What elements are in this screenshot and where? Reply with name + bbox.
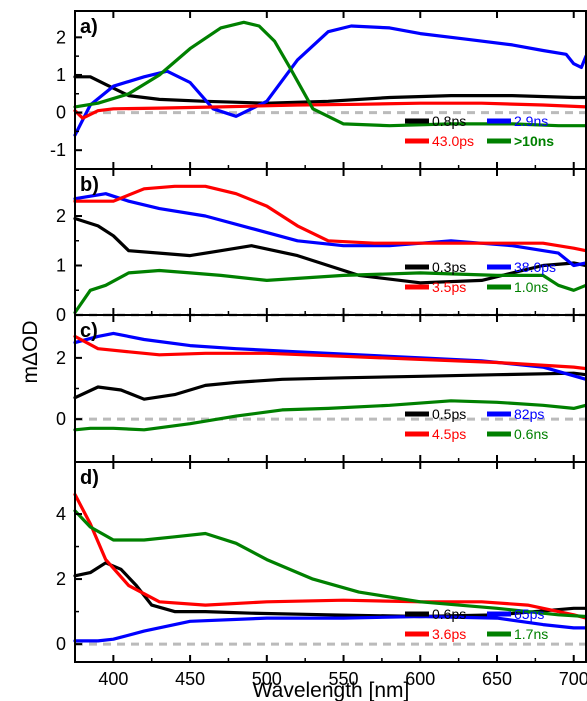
legend-label: 0.8ps (432, 113, 466, 129)
y-axis-label: mΔOD (19, 320, 42, 383)
panel-frame (74, 461, 587, 663)
y-tick-label: 1 (56, 256, 66, 276)
series-line-1.0ns (73, 268, 587, 315)
legend-label: 65ps (514, 606, 544, 622)
legend-label: 3.6ps (432, 626, 466, 642)
legend-label: 38.0ps (514, 259, 556, 275)
x-tick-label: 450 (175, 669, 205, 689)
series-line-3.5ps (73, 184, 587, 253)
panel-2: 0 1 2 b) 0.3ps 38.0ps 3.5ps 1.0ns (56, 168, 587, 325)
legend-label: 1.0ns (514, 279, 548, 295)
x-tick-label: 700 (559, 669, 587, 689)
y-tick-label: 0 (56, 409, 66, 429)
panel-frame (74, 314, 587, 463)
series-line-43.0ps (73, 101, 587, 120)
legend-label: 2.9ns (514, 113, 548, 129)
legend-label: >10ns (514, 133, 554, 149)
legend-label: 1.7ns (514, 626, 548, 642)
series-line-2.9ns (73, 24, 587, 137)
panel-1: -1 0 1 2 a) 0.8ps 2.9ns 43.0ps >10ns (50, 10, 587, 170)
legend-label: 4.5ps (432, 426, 466, 442)
panel-label: b) (80, 174, 99, 196)
series-line-38.0ps (73, 192, 587, 268)
series-line-1.7ns (73, 509, 587, 619)
panel-3: 0 2 c) 0.5ps 82ps 4.5ps 0.6ns (56, 314, 587, 463)
legend-label: 3.5ps (432, 279, 466, 295)
chart-panels: -1 0 1 2 a) 0.8ps 2.9ns 43.0ps >10ns 0 1 2 b) 0.3ps 38… (50, 10, 587, 689)
y-tick-label: 2 (56, 27, 66, 47)
x-tick-label: 550 (329, 669, 359, 689)
x-tick-label: 600 (405, 669, 435, 689)
y-tick-label: 2 (56, 569, 66, 589)
y-tick-label: 4 (56, 504, 66, 524)
panel-label: d) (80, 467, 99, 489)
y-tick-label: 0 (56, 634, 66, 654)
y-tick-label: 1 (56, 65, 66, 85)
panel-frame (74, 10, 587, 170)
y-tick-label: 2 (56, 348, 66, 368)
x-tick-label: 650 (482, 669, 512, 689)
series-line->10ns (73, 20, 587, 128)
panel-4: 0 2 4 d) 0.6ps 65ps 3.6ps 1.7ns 400 450 500 550 600 6… (56, 461, 587, 689)
legend-label: 82ps (514, 406, 544, 422)
x-axis-label: Wavelength [nm] (253, 679, 410, 701)
y-tick-label: 0 (56, 103, 66, 123)
series-line-3.6ps (73, 492, 587, 620)
legend-label: 0.6ns (514, 426, 548, 442)
x-tick-label: 500 (252, 669, 282, 689)
series-line-4.5ps (73, 334, 587, 371)
y-tick-label: 0 (56, 305, 66, 325)
legend-label: 0.3ps (432, 259, 466, 275)
legend-label: 0.5ps (432, 406, 466, 422)
series-line-0.8ps (73, 75, 587, 105)
panel-label: c) (80, 320, 98, 342)
panel-label: a) (80, 16, 98, 38)
legend-label: 43.0ps (432, 133, 474, 149)
legend-label: 0.6ps (432, 606, 466, 622)
series-line-65ps (73, 614, 587, 643)
series-line-0.6ns (73, 399, 587, 432)
series-line-0.5ps (73, 371, 587, 401)
y-tick-label: -1 (50, 140, 66, 160)
series-line-0.3ps (73, 216, 587, 285)
x-tick-label: 400 (98, 669, 128, 689)
y-tick-label: 2 (56, 206, 66, 226)
